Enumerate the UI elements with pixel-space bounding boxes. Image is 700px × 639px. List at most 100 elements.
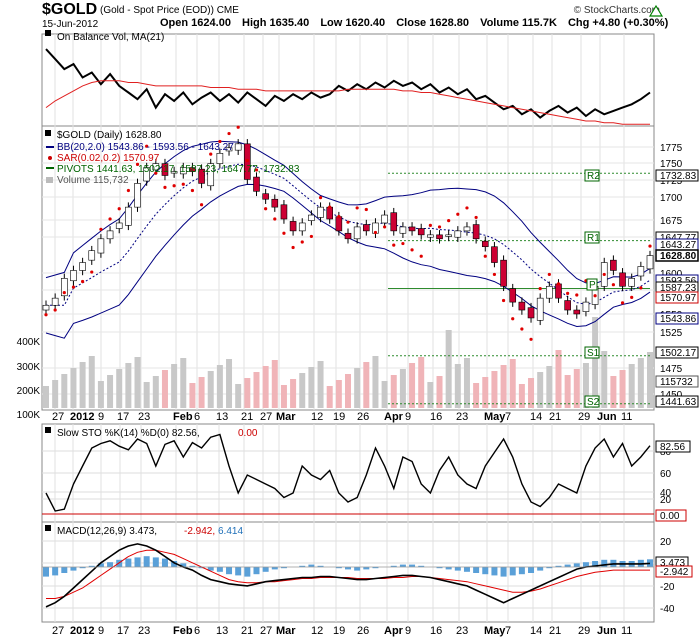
legend-volume-swatch [46, 177, 53, 183]
candle-body [88, 250, 96, 261]
sar-dot [273, 217, 277, 221]
candle-body [454, 230, 462, 238]
x-tick-label: 21 [549, 411, 561, 423]
macd-signal-tag: -2.942 [660, 567, 689, 578]
pivot-box [584, 231, 600, 244]
sar-dot [346, 220, 350, 224]
volume-bar [372, 356, 379, 408]
symbol-description: (Gold - Spot Price (EOD)) CME [100, 5, 239, 16]
obv-ma-line [45, 80, 650, 125]
pivot-box [586, 278, 598, 291]
pivot-p: P [589, 280, 596, 291]
obv-panel [41, 33, 655, 127]
tag-volume: 115732 [660, 377, 693, 388]
x-axis-bottom: 27 2012 9 17 23 Feb 6 13 21 27 Mar 12 19 26 Apr 9 16 23 Ma… [52, 625, 632, 637]
macd-hist-bar [564, 564, 571, 567]
sar-dot [383, 225, 387, 229]
sar-dot [364, 207, 368, 212]
macd-hist-bar [88, 565, 95, 567]
sar-dot [218, 139, 222, 144]
volume-bar [592, 317, 599, 408]
open-value: Open 1624.00 [160, 17, 231, 29]
volume-bar [271, 360, 278, 408]
x-tick-label: Apr [384, 411, 404, 423]
volume-bar [180, 358, 187, 408]
volume-bar [152, 376, 159, 408]
sar-dot [282, 231, 286, 235]
macd-hist-bar [125, 558, 132, 567]
sar-dot [117, 207, 121, 211]
candle-body [115, 222, 123, 229]
x-tick-label: Jun [597, 625, 617, 637]
macd-hist-bar [582, 562, 589, 567]
x-tick-label: 27 [52, 625, 64, 637]
y-tick: 1700 [660, 193, 683, 204]
candle-body [481, 240, 489, 248]
volume-bar [70, 368, 77, 408]
sar-dot [135, 162, 140, 167]
candle-body [527, 307, 535, 319]
sar-dot [529, 337, 533, 341]
macd-hist-bar [363, 567, 370, 570]
sar-dot [236, 125, 240, 129]
pivot-box [584, 346, 600, 359]
volume-bar [97, 381, 104, 408]
candle-body [335, 216, 343, 232]
y-tick: 20 [660, 495, 672, 506]
macd-hist-bar [207, 567, 214, 571]
x-tick-label: 14 [530, 411, 542, 423]
macd-label-signal: -2.942, [184, 526, 215, 537]
x-tick-label: 17 [117, 411, 129, 423]
sar-dot [81, 279, 85, 284]
volume-bar [564, 375, 571, 408]
tag-r2: 1732.83 [660, 171, 697, 182]
x-tick-label: 23 [456, 411, 468, 423]
tag-pivot: 1587.23 [660, 283, 697, 294]
candle-body [143, 167, 150, 182]
volume-bar [43, 386, 49, 408]
volume-bar [537, 372, 544, 408]
volume-bar [445, 330, 452, 408]
legend-square-icon [45, 130, 51, 136]
brand-label[interactable]: © StockCharts.com [573, 5, 660, 16]
macd-hist-bar [354, 567, 361, 571]
legend-price: $GOLD (Daily) 1628.80 [57, 130, 162, 141]
y-tick: 1750 [660, 159, 683, 170]
macd-hist-bar [601, 559, 608, 567]
sar-dot [108, 217, 112, 221]
x-tick-label: 12 [311, 411, 323, 423]
chart-header: $GOLD (Gold - Spot Price (EOD)) CME © St… [0, 0, 700, 34]
sar-dot [630, 295, 634, 299]
sar-dot [300, 240, 304, 244]
candle-body [381, 214, 388, 224]
volume-bar [189, 383, 196, 408]
macd-hist-bar [299, 565, 306, 567]
sar-dot [419, 254, 423, 258]
sar-dot [227, 131, 231, 136]
sto-tag-k: 82.56 [660, 442, 685, 453]
y-tick: 60 [660, 469, 672, 480]
sar-dot [318, 196, 323, 200]
x-tick-label: 9 [405, 625, 411, 637]
tag-box [655, 291, 699, 304]
sar-dot [71, 285, 76, 289]
candle-body [363, 224, 370, 232]
candle-body [262, 193, 269, 200]
macd-hist-bar [445, 567, 452, 570]
candle-body [170, 171, 178, 174]
candle-body [573, 309, 581, 315]
tag-box [655, 169, 699, 182]
macd-hist-bar [454, 567, 461, 571]
tag-box [655, 375, 699, 388]
x-tick-label: 9 [405, 411, 411, 423]
candle-body [427, 234, 434, 238]
macd-hist-bar [253, 567, 260, 575]
x-tick-label: 23 [138, 411, 150, 423]
pivot-labels: R2 R1 P S1 S2 [584, 169, 600, 408]
sar-dot [602, 272, 606, 277]
tag-s2: 1441.63 [660, 397, 697, 408]
candle-body [353, 226, 361, 240]
macd-hist-bar [52, 567, 59, 576]
sto-tag-d: 0.00 [660, 511, 680, 522]
candle-body [628, 278, 635, 287]
